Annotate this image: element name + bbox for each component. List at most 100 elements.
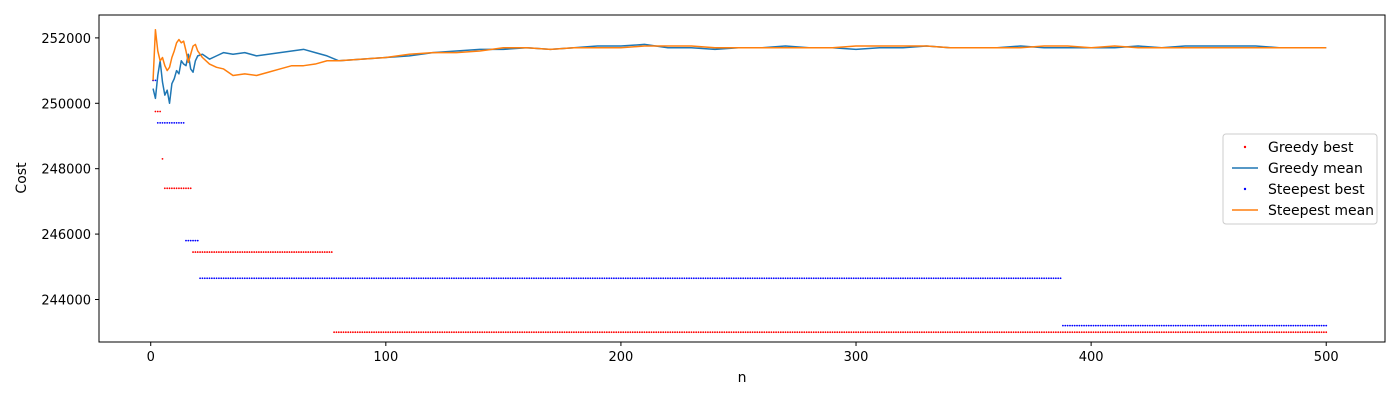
series-point xyxy=(309,251,312,253)
series-point xyxy=(817,277,820,280)
y-tick-label: 248000 xyxy=(41,163,91,178)
series-point xyxy=(779,331,782,334)
series-point xyxy=(1052,277,1055,280)
series-point xyxy=(928,331,930,334)
series-point xyxy=(777,331,780,334)
series-point xyxy=(697,277,700,280)
series-point xyxy=(1235,331,1238,334)
series-point xyxy=(730,277,733,280)
series-point xyxy=(843,331,846,334)
series-point xyxy=(1153,324,1156,327)
series-point xyxy=(1285,324,1288,327)
series-point xyxy=(1254,331,1257,334)
series-point xyxy=(859,331,862,334)
series-point xyxy=(873,277,876,280)
series-point xyxy=(744,277,747,280)
series-point xyxy=(490,331,493,334)
series-point xyxy=(161,122,164,124)
series-point xyxy=(810,277,813,280)
x-tick-label: 300 xyxy=(844,350,869,365)
series-point xyxy=(1109,324,1111,327)
series-point xyxy=(542,331,545,334)
series-point xyxy=(1062,331,1064,334)
series-point xyxy=(582,277,585,280)
series-point xyxy=(972,277,975,280)
series-point xyxy=(413,277,415,280)
series-point xyxy=(899,277,902,280)
series-point xyxy=(620,331,622,334)
series-point xyxy=(518,331,521,334)
series-point xyxy=(1304,331,1306,334)
series-point xyxy=(1243,324,1245,327)
series-point xyxy=(1212,331,1215,334)
series-point xyxy=(354,277,357,280)
series-point xyxy=(918,331,921,334)
series-point xyxy=(535,331,538,334)
series-point xyxy=(243,277,246,280)
series-point xyxy=(1313,331,1316,334)
series-point xyxy=(363,277,366,280)
series-point xyxy=(370,277,373,280)
series-point xyxy=(1167,324,1170,327)
series-point xyxy=(1000,331,1003,334)
series-point xyxy=(845,331,848,334)
series-point xyxy=(1200,324,1203,327)
series-point xyxy=(225,251,227,253)
series-point xyxy=(883,277,886,280)
series-point xyxy=(843,277,846,280)
series-point xyxy=(975,331,977,334)
series-point xyxy=(1040,277,1043,280)
series-point xyxy=(925,331,928,334)
series-point xyxy=(1064,324,1067,327)
series-point xyxy=(1005,277,1008,280)
series-point xyxy=(617,331,620,334)
series-point xyxy=(848,277,850,280)
series-point xyxy=(631,277,634,280)
series-point xyxy=(1290,331,1292,334)
series-point xyxy=(1047,331,1050,334)
series-point xyxy=(789,331,792,334)
series-point xyxy=(857,331,860,334)
series-point xyxy=(918,277,921,280)
series-point xyxy=(1320,331,1323,334)
series-point xyxy=(568,331,571,334)
series-point xyxy=(446,331,448,334)
series-point xyxy=(645,331,648,334)
series-point xyxy=(892,331,895,334)
series-point xyxy=(1252,324,1255,327)
series-point xyxy=(608,277,611,280)
series-point xyxy=(953,331,956,334)
series-point xyxy=(441,277,444,280)
series-point xyxy=(1264,324,1266,327)
series-point xyxy=(1315,331,1318,334)
series-point xyxy=(253,277,256,280)
series-point xyxy=(1132,324,1135,327)
series-point xyxy=(1259,331,1262,334)
series-point xyxy=(382,331,385,334)
series-point xyxy=(817,331,820,334)
series-point xyxy=(779,277,782,280)
series-point xyxy=(394,331,397,334)
series-point xyxy=(634,331,636,334)
series-point xyxy=(1210,331,1212,334)
series-point xyxy=(620,277,622,280)
series-point xyxy=(399,331,401,334)
series-point xyxy=(852,331,855,334)
series-point xyxy=(1304,324,1306,327)
series-point xyxy=(319,277,321,280)
series-point xyxy=(1214,331,1217,334)
series-point xyxy=(408,331,411,334)
series-point xyxy=(1257,324,1259,327)
series-point xyxy=(239,277,241,280)
series-point xyxy=(770,277,773,280)
series-point xyxy=(394,277,397,280)
series-point xyxy=(1156,324,1158,327)
series-point xyxy=(399,277,401,280)
series-point xyxy=(1120,324,1123,327)
series-point xyxy=(1078,324,1081,327)
series-point xyxy=(1092,331,1095,334)
series-point xyxy=(996,277,998,280)
series-point xyxy=(848,331,850,334)
series-point xyxy=(826,277,829,280)
series-point xyxy=(1174,331,1177,334)
